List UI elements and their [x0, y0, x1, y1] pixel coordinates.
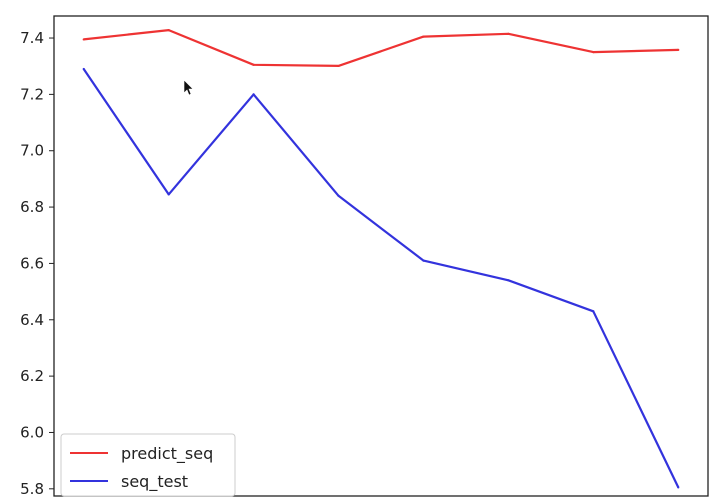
data-point-predict-seq: [82, 38, 85, 41]
y-axis: 7.4 7.2 7.0 6.8 6.6 6.4 6.2 6.0 5.8: [20, 29, 54, 498]
data-point-seq-test: [82, 67, 85, 71]
y-tick-label: 6.8: [20, 198, 44, 216]
cursor-arrow-icon: [183, 79, 194, 96]
series-line-predict-seq: [83, 29, 679, 68]
y-tick-label: 7.0: [20, 142, 44, 160]
y-tick-label: 6.2: [20, 367, 44, 385]
y-tick-label: 7.4: [20, 29, 44, 47]
data-point-predict-seq: [677, 48, 680, 51]
data-point-predict-seq: [167, 29, 170, 32]
data-point-predict-seq: [592, 51, 595, 54]
data-point-predict-seq: [252, 63, 255, 66]
legend-label-predict-seq: predict_seq: [121, 444, 213, 464]
legend: predict_seq seq_test: [60, 433, 236, 497]
data-point-seq-test: [677, 486, 680, 489]
data-point-predict-seq: [507, 32, 510, 35]
y-tick-label: 6.6: [20, 254, 44, 272]
y-tick-label: 5.8: [20, 480, 44, 498]
data-point-seq-test: [422, 259, 425, 262]
data-point-predict-seq: [337, 64, 340, 68]
y-tick-label: 7.2: [20, 85, 44, 103]
series-lines: [82, 29, 680, 489]
plot-frame: [53, 15, 709, 497]
legend-label-seq-test: seq_test: [121, 472, 188, 492]
data-point-seq-test: [167, 193, 170, 196]
data-point-seq-test: [507, 279, 510, 282]
mouse-cursor: [183, 79, 194, 96]
data-point-predict-seq: [422, 35, 425, 38]
y-tick-label: 6.4: [20, 311, 44, 329]
series-line-seq-test: [82, 68, 680, 488]
data-point-seq-test: [252, 93, 255, 96]
data-point-seq-test: [592, 310, 595, 313]
y-tick-label: 6.0: [20, 423, 44, 441]
data-point-seq-test: [337, 194, 340, 197]
